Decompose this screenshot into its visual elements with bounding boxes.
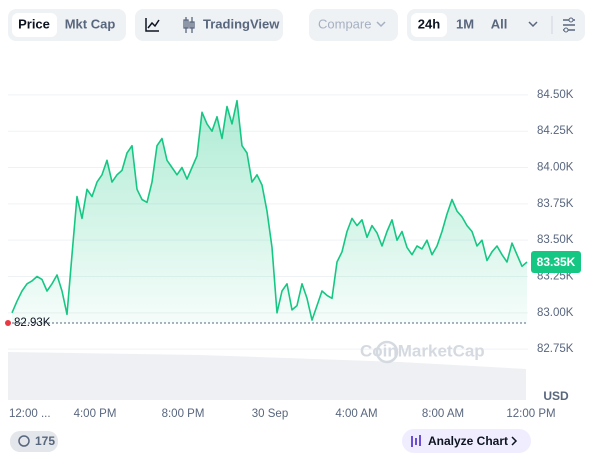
price-tag-label: 83.35K — [537, 255, 576, 269]
y-tick-label: 83.00K — [537, 307, 574, 319]
x-tick-label: 8:00 PM — [162, 408, 205, 420]
price-line — [11, 99, 528, 321]
area-fill — [12, 100, 527, 323]
range-24h[interactable] — [411, 13, 447, 37]
analyze-chevron — [511, 436, 518, 446]
chart-style-toggle — [135, 9, 283, 41]
clock-icon — [18, 435, 30, 447]
x-tick-label: 4:00 AM — [335, 408, 377, 420]
analyze-label[interactable]: Analyze Chart — [428, 434, 508, 448]
watermark-logo — [375, 340, 399, 364]
volume-area — [8, 352, 526, 400]
y-tick-label: 84.00K — [537, 162, 574, 174]
count[interactable]: 175 — [35, 434, 55, 448]
range-all-label[interactable]: All — [491, 16, 508, 31]
y-tick-label: 83.25K — [537, 271, 574, 283]
low-label: 82.93K — [14, 317, 51, 329]
x-tick-label: 8:00 AM — [422, 408, 464, 420]
y-tick-label: 84.25K — [537, 125, 574, 137]
y-unit: USD — [543, 389, 569, 403]
analyze-button[interactable] — [402, 429, 531, 453]
candle-icon[interactable] — [183, 17, 195, 33]
mktcap-tab-label[interactable]: Mkt Cap — [65, 16, 116, 31]
y-tick-label: 82.75K — [537, 343, 574, 355]
price-tab[interactable] — [12, 13, 57, 37]
price-tag — [531, 250, 581, 273]
range-24h-label[interactable]: 24h — [418, 16, 440, 31]
y-tick-label: 83.75K — [537, 198, 574, 210]
low-marker — [5, 319, 11, 326]
x-tick-label: 12:00 ... — [9, 408, 51, 420]
compare-label[interactable]: Compare — [318, 16, 371, 31]
compare-button[interactable] — [309, 9, 398, 41]
price-tab-label[interactable]: Price — [18, 16, 50, 31]
range-chevron[interactable] — [528, 21, 538, 28]
watermark: CoinMarketCap — [360, 341, 485, 360]
range-toggle — [407, 9, 585, 41]
y-tick-label: 84.50K — [537, 89, 574, 101]
y-tick-label: 83.50K — [537, 234, 574, 246]
plot: 82.93K 83.35K — [5, 99, 581, 329]
settings-knob — [563, 27, 569, 33]
x-tick-label: 12:00 PM — [506, 408, 555, 420]
tradingview-label[interactable]: TradingView — [203, 16, 280, 31]
analyze-icon — [411, 435, 421, 447]
x-tick-label: 4:00 PM — [74, 408, 117, 420]
x-tick-label: 30 Sep — [252, 408, 288, 420]
settings-knob — [568, 17, 574, 23]
range-1m-label[interactable]: 1M — [456, 16, 474, 31]
chevron — [376, 21, 386, 28]
line-icon[interactable] — [145, 18, 160, 32]
